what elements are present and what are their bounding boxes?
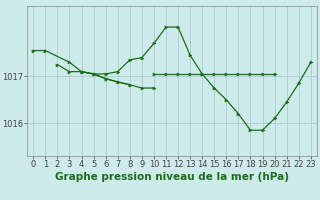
- X-axis label: Graphe pression niveau de la mer (hPa): Graphe pression niveau de la mer (hPa): [55, 172, 289, 182]
